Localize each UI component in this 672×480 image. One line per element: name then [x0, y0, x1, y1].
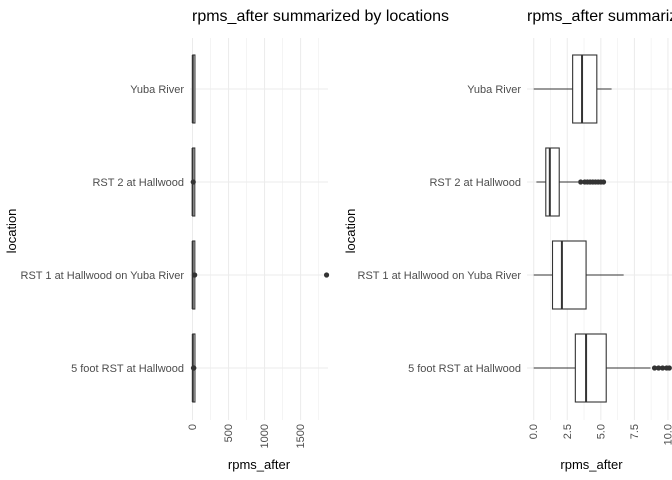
y-tick-label: Yuba River [130, 84, 184, 96]
outlier-point [600, 179, 607, 185]
x-tick-label: 500 [223, 424, 235, 442]
x-tick-label: 7.5 [629, 424, 641, 439]
outlier-point [666, 365, 672, 371]
panel-2: Yuba River RST 2 at Hallwood RST 1 at Hall… [343, 8, 672, 472]
outlier-point [578, 179, 584, 185]
box-iqr [545, 147, 560, 217]
outlier-point [651, 365, 658, 371]
x-axis-title: rpms_after [228, 457, 291, 472]
box-iqr [574, 333, 607, 403]
x-tick-label: 5.0 [595, 424, 607, 439]
x-axis-title: rpms_after [560, 457, 623, 472]
panel-1: Yuba River RST 2 at Hallwood RST 1 at Hall… [4, 8, 449, 472]
x-tick-label: 0.0 [528, 424, 540, 439]
box-4 [533, 333, 672, 403]
y-tick-label: 5 foot RST at Hallwood [71, 363, 184, 375]
y-tick-label: RST 1 at Hallwood on Yuba River [21, 270, 185, 282]
box-iqr [572, 54, 598, 124]
y-tick-label: RST 2 at Hallwood [92, 177, 184, 189]
y-axis-title: location [4, 209, 19, 254]
x-tick-label: 2.5 [562, 424, 574, 439]
y-tick-label: Yuba River [467, 84, 521, 96]
x-tick-label: 1000 [259, 424, 271, 448]
x-tick-label: 10.0 [662, 424, 672, 445]
x-tick-label: 1500 [295, 424, 307, 448]
box-3 [191, 240, 330, 310]
outlier-point [660, 365, 666, 371]
box-1 [191, 54, 196, 124]
chart-title: rpms_after summarized by locations [192, 8, 449, 25]
chart-title: rpms_after summarized by locations [527, 8, 672, 25]
box-2 [190, 147, 196, 217]
box-2 [536, 147, 607, 217]
outlier-point [655, 365, 662, 371]
outlier-point [192, 272, 198, 278]
y-tick-label: 5 foot RST at Hallwood [408, 363, 521, 375]
y-tick-label: RST 2 at Hallwood [429, 177, 521, 189]
outlier-point [190, 179, 196, 185]
box-3 [533, 240, 624, 310]
x-tick-label: 0 [187, 424, 199, 430]
box-1 [533, 54, 612, 124]
y-axis-title: location [343, 209, 358, 254]
y-tick-label: RST 1 at Hallwood on Yuba River [358, 270, 522, 282]
outlier-point [191, 365, 197, 371]
box-4 [190, 333, 197, 403]
outlier-point [323, 272, 330, 278]
box-iqr [551, 240, 587, 310]
